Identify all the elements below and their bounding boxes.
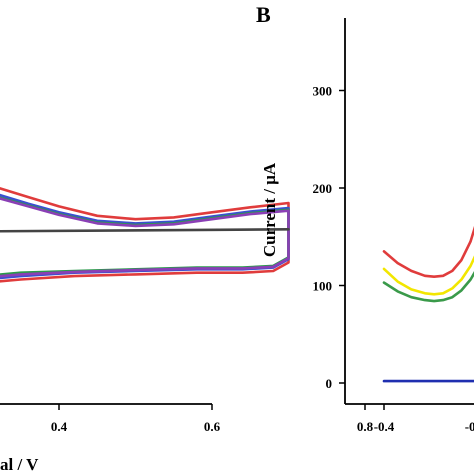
panel-b-series [382,225,474,383]
panel-b-series-line-1 [382,225,474,279]
panel-a-x-tick-label: 0.8 [357,419,374,434]
panel-b-series-line-3 [382,271,474,303]
panel-b-y-tick-label: 300 [313,84,333,99]
panel-a-series-line-5 [0,228,290,233]
panel-a-x-ticks: 0.4 0.6 0.8 [51,404,374,434]
panel-b-x-tick-label: -0.4 [374,419,395,434]
panel-b-y-tick-label: 100 [313,279,333,294]
panel-b-y-ticks: 0 100 200 300 [313,84,345,391]
panel-b-label: B [256,2,271,27]
panel-b-x-tick-label: -0.2 [465,419,474,434]
panel-a-series-line-4 [0,197,290,278]
panel-a-x-axis-title: al / V [0,455,39,474]
panel-b-x-ticks: -0.4 -0.2 [374,404,474,434]
panel-b-y-tick-label: 0 [326,376,333,391]
panel-a-series [0,187,290,283]
panel-b-y-tick-label: 200 [313,181,333,196]
panel-a: 0.4 0.6 0.8 al / V [0,187,374,474]
panel-a-x-tick-label: 0.6 [204,419,221,434]
panel-b: B 0 100 200 300 -0.4 -0.2 Current / μA [256,2,474,434]
panel-b-series-line-2 [382,255,474,296]
panel-a-x-tick-label: 0.4 [51,419,68,434]
panel-b-y-axis-title: Current / μA [260,162,279,257]
